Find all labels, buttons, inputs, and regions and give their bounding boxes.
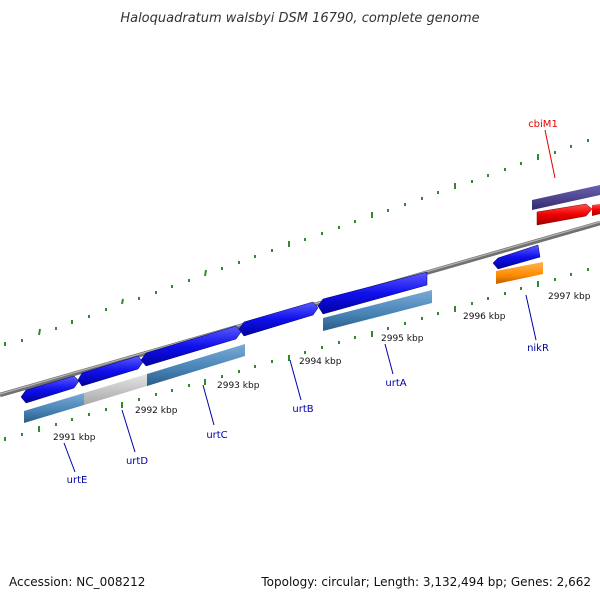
- cds-urtE-forward: [20, 375, 80, 404]
- gene-label-urtC: urtC: [206, 430, 227, 441]
- gene-label-urtD: urtD: [126, 456, 148, 467]
- leader-urtC: [202, 384, 215, 426]
- cds-nikR-forward: [492, 244, 541, 270]
- inner-tick-ring: [4, 268, 589, 441]
- accession-text: Accession: NC_008212: [9, 575, 145, 589]
- reverse-strand-track: [24, 262, 543, 423]
- red-feature-cbiM1: [536, 203, 593, 226]
- cds-urtB-forward: [238, 301, 319, 337]
- leader-urtE: [63, 442, 76, 473]
- cds-urtC-forward: [140, 325, 242, 367]
- purple-feature-cbiM1-region: [532, 185, 600, 210]
- gene-label-urtA: urtA: [385, 378, 406, 389]
- leader-urtB: [289, 359, 302, 401]
- scale-label: 2996 kbp: [463, 312, 506, 322]
- leader-cbiM1: [544, 129, 556, 179]
- map-title: Haloquadratum walsbyi DSM 16790, complet…: [120, 11, 479, 26]
- forward-strand-track: [20, 244, 541, 404]
- gene-label-nikR: nikR: [527, 343, 549, 354]
- gene-label-urtE: urtE: [67, 475, 88, 486]
- outer-tick: [38, 328, 41, 336]
- scale-label: 2997 kbp: [548, 292, 591, 302]
- gene-labels: cbiM1 nikR urtA urtB urtC urtD urtE: [67, 119, 558, 486]
- outer-tick-ring: [4, 139, 589, 346]
- leader-urtA: [384, 343, 394, 375]
- scale-label: 2992 kbp: [135, 406, 178, 416]
- cds-urtD-forward: [77, 355, 144, 387]
- cds-urtA-reverse: [323, 290, 432, 331]
- gene-label-cbiM1: cbiM1: [528, 119, 558, 130]
- outer-tick: [121, 298, 124, 305]
- gene-label-urtB: urtB: [292, 404, 313, 415]
- pseudo-urtD: [84, 374, 147, 405]
- red-feature-next: [592, 204, 600, 216]
- scale-label: 2991 kbp: [53, 433, 96, 443]
- scale-label: 2993 kbp: [217, 381, 260, 391]
- scale-label: 2995 kbp: [381, 334, 424, 344]
- scale-labels: 2991 kbp 2992 kbp 2993 kbp 2994 kbp 2995…: [53, 292, 591, 443]
- orange-feature-nikR: [496, 262, 543, 284]
- cds-urtE-reverse: [24, 393, 84, 423]
- genome-summary-text: Topology: circular; Length: 3,132,494 bp…: [260, 575, 591, 589]
- label-leaders: [63, 129, 556, 473]
- cds-urtC-reverse: [147, 344, 245, 386]
- cds-urtA-forward: [317, 271, 428, 315]
- scale-label: 2994 kbp: [299, 357, 342, 367]
- leader-nikR: [525, 294, 537, 341]
- outer-tick: [204, 269, 207, 277]
- leader-urtD: [121, 409, 136, 453]
